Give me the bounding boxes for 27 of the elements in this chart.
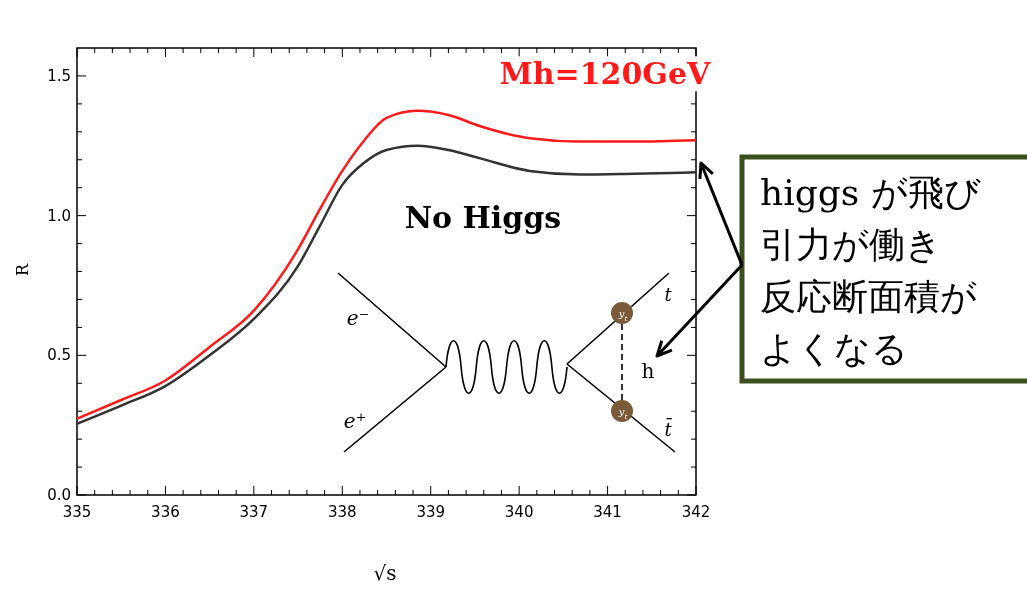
annotation: t̄ (664, 417, 673, 440)
annotation: e⁻ (346, 306, 370, 330)
text: 反応断面積が (760, 276, 977, 317)
series-label: No Higgs (404, 200, 562, 236)
y-tick-label: 1.0 (47, 206, 71, 225)
annotation: t (664, 284, 673, 305)
x-tick-label: 336 (151, 503, 180, 521)
text: 引力が働き (760, 224, 942, 265)
x-axis-title: √s (373, 561, 397, 585)
x-tick-label: 341 (593, 503, 622, 521)
x-tick-label: 342 (681, 503, 711, 521)
series-label: Mh=120GeV (499, 56, 712, 92)
annotation: y$_{t}$ (617, 308, 628, 323)
y-tick-label: 0.0 (47, 486, 71, 504)
x-tick-label: 340 (504, 503, 534, 521)
annotation: h (641, 359, 655, 383)
x-tick-label: 338 (327, 503, 357, 521)
text: higgs が飛び (760, 172, 981, 213)
x-tick-label: 335 (62, 503, 92, 521)
x-tick-label: 339 (416, 503, 446, 521)
y-axis-title: R (13, 263, 32, 277)
annotation: y$_{t}$ (617, 406, 628, 421)
text: よくなる (760, 328, 908, 369)
x-tick-label: 337 (239, 503, 269, 521)
y-tick-label: 0.5 (47, 346, 71, 365)
annotation: e⁺ (343, 409, 367, 433)
y-tick-label: 1.5 (47, 66, 71, 85)
